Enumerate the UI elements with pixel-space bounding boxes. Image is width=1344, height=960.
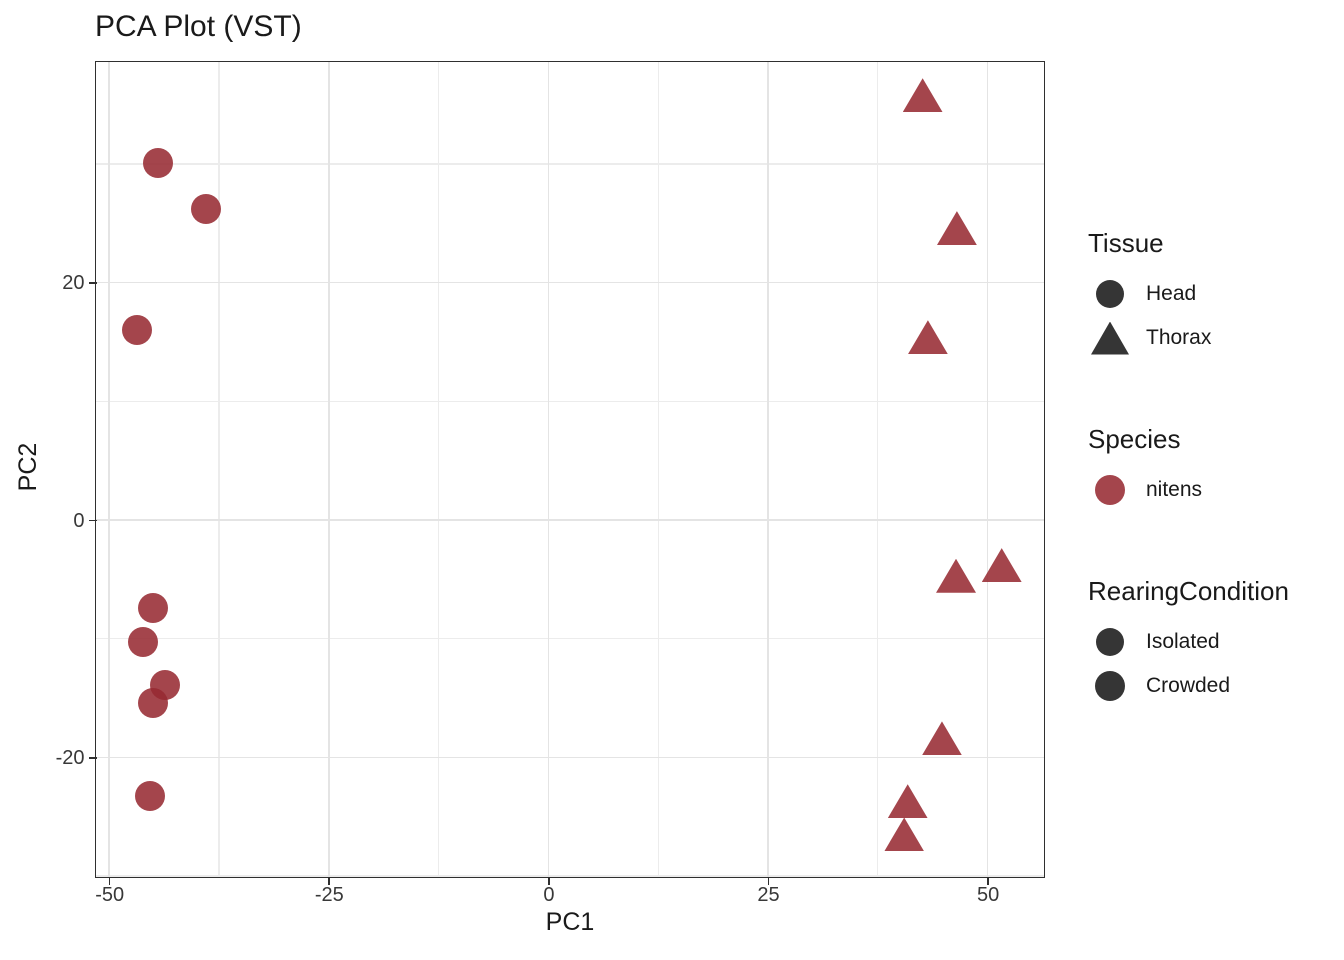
data-point-circle xyxy=(143,147,174,178)
plot-panel xyxy=(95,61,1045,878)
legend-item-label: Thorax xyxy=(1146,326,1212,349)
legend-item-label: Head xyxy=(1146,282,1197,305)
y-major-gridline xyxy=(96,281,1044,284)
x-major-gridline xyxy=(108,62,110,877)
data-point-circle xyxy=(138,687,169,718)
data-point-circle xyxy=(135,781,166,812)
x-minor-gridline xyxy=(877,62,879,877)
crowded-circle-icon xyxy=(1095,671,1125,701)
data-point-triangle xyxy=(907,320,948,355)
legend-key xyxy=(1088,468,1132,512)
y-minor-gridline xyxy=(96,875,1044,877)
legend-title-rearingcondition: RearingCondition xyxy=(1088,576,1289,606)
x-tick-mark xyxy=(108,876,111,885)
legend-group-tissue: Tissue Head Thorax xyxy=(1088,228,1344,360)
legend-key xyxy=(1088,316,1132,360)
data-point-triangle xyxy=(936,558,977,593)
legend-item-isolated: Isolated xyxy=(1088,620,1344,664)
legend-key xyxy=(1088,664,1132,708)
legend: Tissue Head Thorax Species nitens RearingCond… xyxy=(1088,228,1344,772)
y-major-gridline xyxy=(96,756,1044,759)
x-tick-mark xyxy=(328,876,331,885)
y-tick-mark xyxy=(88,519,97,522)
y-axis-title: PC2 xyxy=(14,442,42,492)
legend-title-species: Species xyxy=(1088,424,1181,454)
thorax-triangle-icon xyxy=(1091,321,1129,355)
legend-key xyxy=(1088,620,1132,664)
data-point-triangle xyxy=(887,784,928,819)
y-tick-label: 0 xyxy=(73,509,85,532)
data-point-circle xyxy=(122,315,153,346)
x-tick-mark xyxy=(548,876,550,885)
x-axis-title: PC1 xyxy=(545,908,595,936)
plot-title: PCA Plot (VST) xyxy=(95,10,302,43)
x-tick-mark xyxy=(987,876,989,885)
x-tick-mark xyxy=(767,876,770,885)
x-major-gridline xyxy=(327,62,330,877)
isolated-circle-icon xyxy=(1096,628,1124,656)
x-minor-gridline xyxy=(218,62,220,877)
x-tick-label: 25 xyxy=(757,884,780,906)
legend-item-label: Isolated xyxy=(1146,630,1220,653)
x-major-gridline xyxy=(547,62,550,877)
y-tick-mark xyxy=(88,757,97,759)
x-minor-gridline xyxy=(438,62,440,877)
data-point-triangle xyxy=(902,78,943,113)
y-minor-gridline xyxy=(96,163,1044,165)
x-tick-label: 0 xyxy=(543,884,555,906)
data-point-circle xyxy=(138,592,169,623)
legend-group-species: Species nitens xyxy=(1088,424,1344,512)
legend-item-head: Head xyxy=(1088,272,1344,316)
legend-item-label: nitens xyxy=(1146,478,1203,501)
legend-title-tissue: Tissue xyxy=(1088,228,1164,258)
data-point-triangle xyxy=(936,211,977,246)
x-tick-label: 50 xyxy=(977,884,1000,906)
y-minor-gridline xyxy=(96,400,1044,402)
y-tick-label: -20 xyxy=(55,746,85,769)
legend-item-crowded: Crowded xyxy=(1088,664,1344,708)
x-major-gridline xyxy=(986,62,989,877)
nitens-circle-icon xyxy=(1095,475,1125,505)
y-major-gridline xyxy=(96,519,1044,521)
y-tick-label: 20 xyxy=(62,272,85,295)
head-circle-icon xyxy=(1096,280,1124,308)
data-point-circle xyxy=(127,627,158,658)
x-tick-label: -50 xyxy=(95,884,125,906)
x-tick-label: -25 xyxy=(314,884,344,906)
legend-item-thorax: Thorax xyxy=(1088,316,1344,360)
x-minor-gridline xyxy=(657,62,659,877)
data-point-triangle xyxy=(921,721,962,756)
data-point-triangle xyxy=(884,817,925,852)
legend-item-nitens: nitens xyxy=(1088,468,1344,512)
data-point-circle xyxy=(190,194,221,225)
y-tick-mark xyxy=(88,282,97,284)
y-minor-gridline xyxy=(96,638,1044,640)
x-major-gridline xyxy=(767,62,769,877)
legend-group-rearingcondition: RearingCondition Isolated Crowded xyxy=(1088,576,1344,708)
legend-item-label: Crowded xyxy=(1146,674,1231,697)
legend-key xyxy=(1088,272,1132,316)
